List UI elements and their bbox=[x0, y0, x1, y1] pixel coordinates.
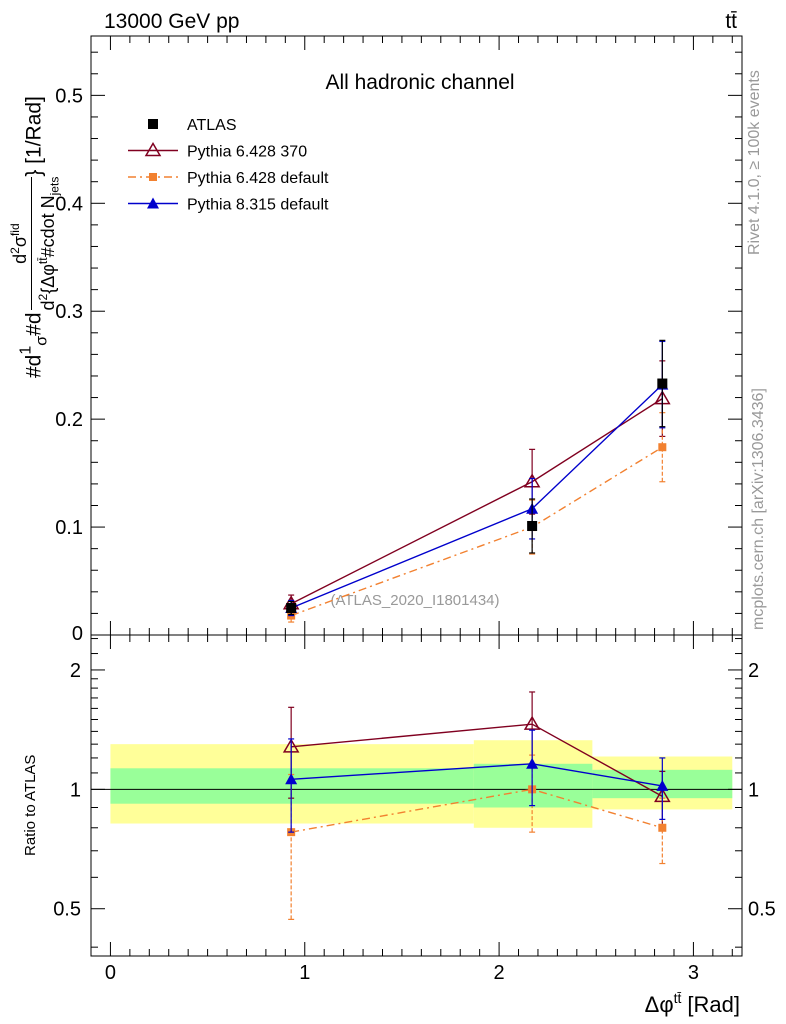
process-label: tt̄ bbox=[725, 10, 737, 33]
mcplots-label: mcplots.cern.ch [arXiv:1306.3436] bbox=[750, 388, 767, 630]
x-axis-label-unit: [Rad] bbox=[687, 992, 740, 1017]
legend: ATLAS Pythia 6.428 370 Pythia 6.428 defaul… bbox=[128, 117, 329, 214]
ratio-point-pythia-8-315-default-1 bbox=[526, 757, 539, 769]
main-point-atlas-1 bbox=[527, 520, 538, 531]
main-y-tick-label: 0.2 bbox=[55, 409, 83, 431]
ylabel-num-sigma: σ bbox=[10, 236, 30, 248]
ylabel-den-d: d bbox=[38, 300, 58, 311]
main-line-pythia-6-428-370 bbox=[290, 398, 663, 605]
main-panel-title: All hadronic channel bbox=[325, 71, 514, 94]
main-point-atlas-0 bbox=[286, 603, 297, 614]
ratio-y-tick-label-left: 1 bbox=[70, 779, 81, 801]
ratio-uncertainty-bands bbox=[91, 740, 742, 828]
ylabel-unit: } [1/Rad] bbox=[22, 96, 46, 177]
ylabel-num-d: d bbox=[10, 253, 30, 264]
legend-marker-atlas bbox=[148, 119, 158, 129]
ylabel-one: 1 bbox=[17, 345, 35, 355]
ylabel-fraction: d2σfid d2{Δφtt̄#cdot Njets bbox=[4, 176, 66, 311]
ratio-y-axis-label: Ratio to ATLAS bbox=[22, 754, 39, 856]
ratio-point-pythia-8-315-default-2 bbox=[656, 779, 669, 791]
analysis-watermark: (ATLAS_2020_I1801434) bbox=[330, 592, 499, 609]
ylabel-numerator: d2σfid bbox=[4, 176, 32, 311]
main-point-pythia-6-428-default-2 bbox=[658, 443, 667, 452]
x-axis-label-sup: tt̄ bbox=[674, 990, 682, 1006]
main-y-tick-label: 0.1 bbox=[55, 517, 83, 539]
ylabel-sigma: σ bbox=[33, 335, 51, 346]
ratio-point-pythia-6-428-370-1 bbox=[523, 715, 541, 730]
main-y-zero-label: 0 bbox=[72, 623, 83, 645]
legend-label-atlas: ATLAS bbox=[187, 117, 237, 134]
main-y-tick-label: 0.4 bbox=[55, 193, 83, 215]
main-panel: 0.1 0.2 0.3 0.4 0.5 0 All hadronic channel (A… bbox=[55, 35, 743, 645]
main-y-tick-label: 0.5 bbox=[55, 85, 83, 107]
main-point-atlas-2 bbox=[657, 378, 668, 389]
ratio-x-tick-label: 1 bbox=[299, 962, 310, 984]
main-axis-ticks: 0.1 0.2 0.3 0.4 0.5 0 bbox=[55, 36, 742, 645]
legend-marker-pythia-6-428-default bbox=[149, 173, 157, 181]
ylabel-hash-d-2: #d bbox=[22, 312, 46, 336]
main-y-tick-label: 0.3 bbox=[55, 301, 83, 323]
legend-label-pythia-8-315-default: Pythia 8.315 default bbox=[187, 197, 329, 214]
main-y-axis-label: #d1σ#d d2σfid d2{Δφtt̄#cdot Njets} [1/Rad] bbox=[4, 96, 66, 378]
ratio-panel: 0.5 0.5 1 1 2 2 0 1 2 3 bbox=[53, 634, 776, 984]
ratio-y-tick-label-right: 2 bbox=[748, 660, 759, 682]
ratio-point-pythia-8-315-default-0 bbox=[285, 773, 298, 785]
ratio-y-tick-label-left: 0.5 bbox=[53, 899, 81, 921]
x-axis-label: Δφtt̄ [Rad] bbox=[645, 990, 740, 1017]
ylabel-den-exp: 2 bbox=[36, 293, 50, 301]
ylabel-den-cdot: #cdot N bbox=[38, 195, 58, 258]
legend-label-pythia-6-428-370: Pythia 6.428 370 bbox=[187, 144, 307, 161]
main-line-pythia-8-315-default bbox=[290, 384, 663, 609]
main-series-group bbox=[282, 339, 671, 623]
ylabel-den-jets: jets bbox=[47, 176, 62, 196]
legend-marker-pythia-6-428-370 bbox=[144, 142, 162, 157]
ratio-x-tick-label: 3 bbox=[688, 962, 699, 984]
ratio-y-tick-label-right: 1 bbox=[748, 779, 759, 801]
ylabel-denominator: d2{Δφtt̄#cdot Njets bbox=[32, 177, 66, 311]
ratio-y-tick-label-right: 0.5 bbox=[748, 899, 776, 921]
ratio-series-group bbox=[282, 691, 671, 920]
ylabel-num-fid: fid bbox=[8, 223, 22, 237]
ylabel-num-exp: 2 bbox=[8, 247, 22, 254]
rivet-version-label: Rivet 4.1.0, ≥ 100k events bbox=[746, 70, 763, 255]
ratio-x-tick-label: 0 bbox=[105, 962, 116, 984]
ylabel-den-tt: tt̄ bbox=[36, 257, 50, 265]
ratio-axis-ticks: 0.5 0.5 1 1 2 2 0 1 2 3 bbox=[53, 635, 776, 984]
ratio-point-pythia-6-428-default-2 bbox=[658, 823, 667, 832]
ratio-x-tick-label: 2 bbox=[494, 962, 505, 984]
legend-label-pythia-6-428-default: Pythia 6.428 default bbox=[187, 170, 329, 187]
ylabel-hash-d: #d bbox=[22, 354, 46, 378]
energy-label: 13000 GeV pp bbox=[104, 10, 239, 33]
legend-marker-pythia-8-315-default bbox=[147, 197, 159, 209]
ylabel-den-dphi: {Δφ bbox=[38, 264, 58, 294]
ratio-y-tick-label-left: 2 bbox=[70, 660, 81, 682]
x-axis-label-base: Δφ bbox=[645, 992, 674, 1017]
ratio-frame bbox=[90, 634, 743, 957]
